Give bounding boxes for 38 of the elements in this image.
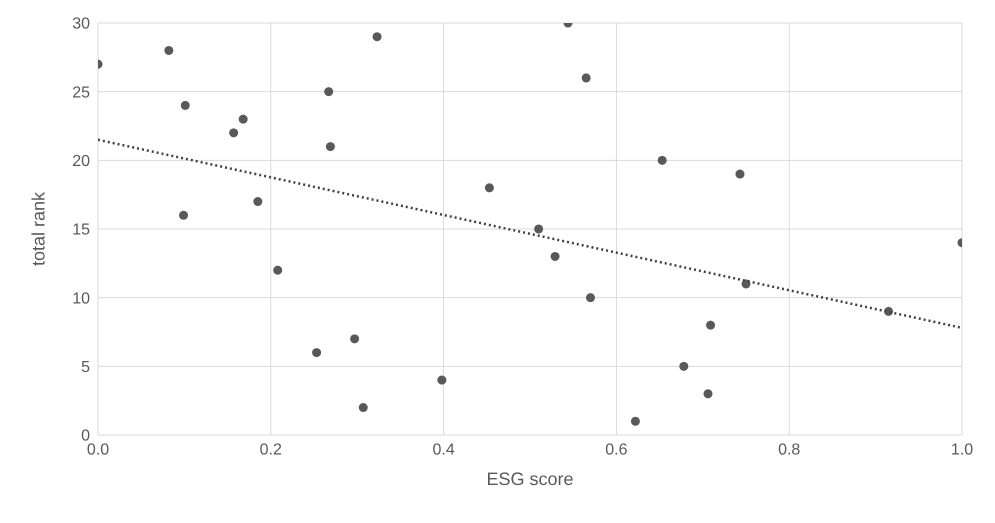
point	[582, 73, 591, 82]
y-tick-label: 25	[72, 84, 90, 102]
point	[658, 156, 667, 165]
point	[437, 376, 446, 385]
point	[326, 142, 335, 152]
point	[630, 416, 640, 426]
point	[238, 114, 248, 124]
point	[180, 100, 190, 110]
point	[324, 87, 334, 96]
x-tick-label: 0.6	[605, 441, 628, 458]
point	[179, 210, 188, 220]
x-tick-label: 0.2	[260, 441, 282, 458]
x-tick-label: 0.8	[778, 441, 800, 458]
point	[484, 183, 494, 192]
point	[735, 170, 744, 179]
y-tick-label: 5	[81, 359, 90, 376]
x-axis-title: ESG score	[486, 469, 574, 489]
point	[586, 293, 595, 302]
point	[229, 128, 238, 138]
point	[164, 46, 174, 55]
point	[550, 252, 560, 261]
y-axis-title: total rank	[28, 190, 48, 266]
y-tick-label: 20	[72, 153, 90, 170]
x-tick-label: 1.0	[950, 441, 974, 458]
point	[273, 266, 282, 275]
point	[253, 197, 262, 206]
point	[350, 334, 360, 344]
x-tick-label: 0.4	[432, 441, 455, 458]
point	[372, 32, 382, 42]
point	[703, 389, 712, 398]
point	[679, 362, 688, 371]
point	[534, 224, 544, 234]
y-tick-label: 30	[72, 16, 90, 33]
y-tick-label: 15	[72, 222, 90, 239]
y-tick-label: 10	[72, 290, 90, 308]
point	[706, 320, 716, 330]
point	[312, 348, 322, 358]
point	[358, 403, 368, 412]
